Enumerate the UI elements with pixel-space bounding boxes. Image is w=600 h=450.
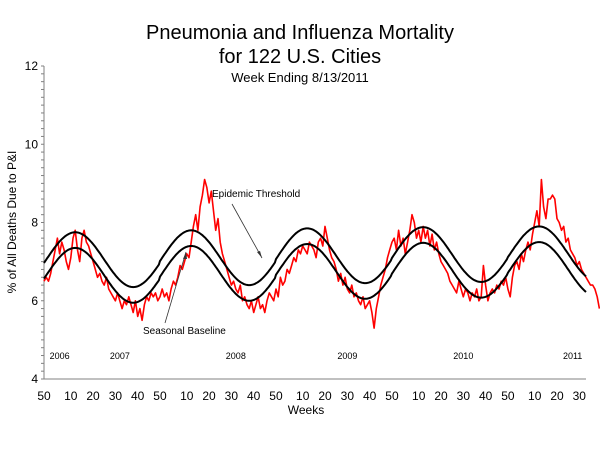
seasonal-baseline-line <box>43 241 587 304</box>
x-tick-label: 40 <box>131 389 145 403</box>
arrowhead-icon <box>257 251 262 258</box>
year-label: 2009 <box>337 351 357 361</box>
x-tick-label: 50 <box>269 389 283 403</box>
x-tick-label: 30 <box>109 389 123 403</box>
x-tick-label: 20 <box>86 389 100 403</box>
year-label: 2008 <box>226 351 246 361</box>
x-tick-label: 50 <box>153 389 167 403</box>
x-tick-label: 30 <box>457 389 471 403</box>
series-group <box>43 178 600 329</box>
year-label: 2010 <box>453 351 473 361</box>
epidemic-threshold-label: Epidemic Threshold <box>212 189 300 200</box>
x-tick-label: 50 <box>501 389 515 403</box>
x-tick-label: 30 <box>341 389 355 403</box>
x-tick-label: 30 <box>225 389 239 403</box>
x-tick-label: 50 <box>37 389 51 403</box>
chart-subtitle: for 122 U.S. Cities <box>218 46 382 68</box>
x-tick-label: 40 <box>479 389 493 403</box>
y-tick-label: 6 <box>31 294 38 308</box>
x-tick-label: 10 <box>528 389 542 403</box>
chart-title: Pneumonia and Influenza Mortality <box>146 22 454 44</box>
x-axis-title: Weeks <box>288 403 324 417</box>
x-tick-label: 20 <box>318 389 332 403</box>
arrowhead-icon <box>183 252 187 259</box>
y-tick-label: 4 <box>31 372 38 386</box>
x-tick-label: 20 <box>202 389 216 403</box>
x-tick-label: 30 <box>573 389 587 403</box>
x-tick-label: 10 <box>296 389 310 403</box>
observed-line <box>43 178 600 329</box>
epidemic-threshold-line <box>43 225 587 289</box>
year-label: 2011 <box>563 351 582 361</box>
x-tick-label: 20 <box>550 389 564 403</box>
x-tick-label: 10 <box>412 389 426 403</box>
x-tick-label: 10 <box>180 389 194 403</box>
year-label: 2007 <box>110 351 130 361</box>
x-tick-label: 10 <box>64 389 78 403</box>
y-axis-title: % of All Deaths Due to P&I <box>5 151 19 294</box>
epidemic-threshold-arrow <box>231 203 263 259</box>
y-tick-label: 10 <box>25 137 39 151</box>
seasonal-baseline-label: Seasonal Baseline <box>143 326 226 337</box>
x-tick-label: 40 <box>363 389 377 403</box>
chart-week-ending: Week Ending 8/13/2011 <box>231 70 369 85</box>
x-tick-label: 40 <box>247 389 261 403</box>
y-tick-label: 8 <box>31 216 38 230</box>
x-tick-label: 50 <box>385 389 399 403</box>
annotations: Epidemic Threshold Seasonal Baseline <box>143 189 300 337</box>
year-label: 2006 <box>50 351 70 361</box>
axes: 4 6 8 10 12 50 10 20 30 40 50 10 20 30 40 50 10 20 30 40 50 1… <box>25 59 587 403</box>
seasonal-baseline-arrow <box>164 251 187 324</box>
x-tick-label: 20 <box>434 389 448 403</box>
y-tick-label: 12 <box>25 59 39 73</box>
